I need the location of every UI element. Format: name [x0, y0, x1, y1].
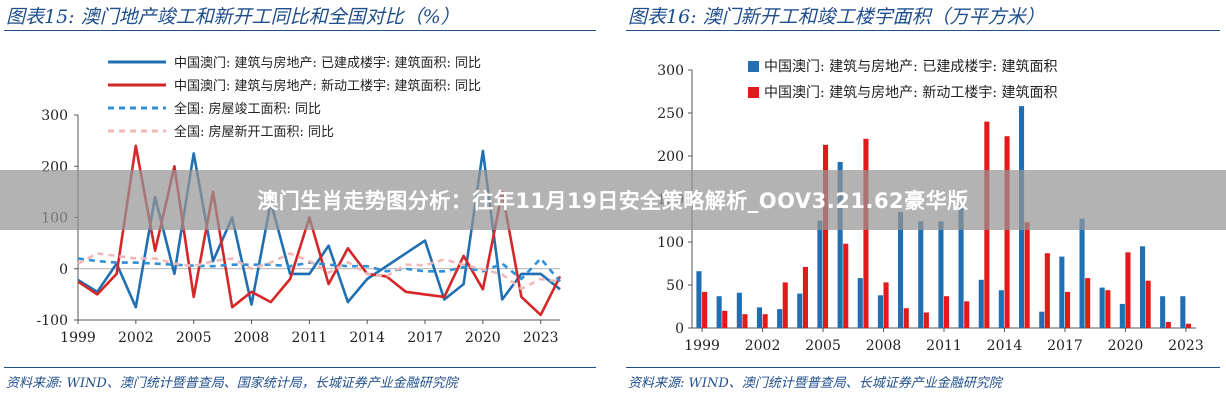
bar	[1044, 253, 1050, 328]
series-line	[77, 144, 562, 317]
bar	[1099, 287, 1105, 328]
bar	[1160, 296, 1166, 328]
bar	[1165, 322, 1171, 328]
series-line	[77, 252, 561, 291]
bar	[777, 309, 783, 328]
overlay-title: 澳门生肖走势图分析：往年11月19日安全策略解析_OOV3.21.62豪华版	[257, 189, 969, 213]
bar	[762, 314, 768, 328]
legend-label: 中国澳门: 建筑与房地产: 新动工楼宇: 建筑面积	[764, 85, 1058, 101]
bar	[802, 266, 808, 328]
x-tick-label: 1999	[60, 330, 96, 346]
bar	[903, 308, 909, 328]
bar	[1024, 222, 1030, 328]
bar	[978, 279, 984, 328]
chart-16-source: 资料来源: WIND、澳门统计暨普查局、长城证券产业金融研究院	[628, 376, 1002, 391]
bar	[1125, 252, 1131, 328]
bar	[857, 278, 863, 328]
legend-label: 全国: 房屋竣工面积: 同比	[174, 101, 321, 117]
bar	[1059, 256, 1065, 328]
bar	[1185, 323, 1191, 328]
chart-15-title: 图表15: 澳门地产竣工和新开工同比和全国对比（%）	[6, 6, 460, 28]
bar	[898, 211, 904, 328]
bar	[1145, 280, 1151, 328]
bar	[964, 301, 970, 328]
x-tick-label: 2020	[465, 330, 501, 346]
x-tick-label: 2014	[349, 330, 385, 346]
overlay-banner: 澳门生肖走势图分析：往年11月19日安全策略解析_OOV3.21.62豪华版	[0, 170, 1226, 230]
x-tick-label: 2002	[118, 330, 154, 346]
y-tick-label: 50	[666, 278, 684, 294]
x-tick-label: 2011	[292, 330, 328, 346]
x-tick-label: 2002	[745, 338, 781, 354]
bar	[1105, 290, 1111, 328]
y-tick-label: 0	[675, 321, 684, 337]
bar	[1085, 278, 1091, 328]
series-line	[77, 257, 561, 283]
bar	[817, 220, 823, 328]
bar	[918, 221, 924, 328]
bar	[1119, 303, 1125, 328]
bar	[1065, 291, 1071, 328]
chart-15-source: 资料来源: WIND、澳门统计暨普查局、国家统计局，长城证券产业金融研究院	[6, 376, 458, 391]
bar	[756, 307, 762, 328]
legend-swatch	[748, 61, 759, 72]
legend-label: 中国澳门: 建筑与房地产: 已建成楼宇: 建筑面积: 同比	[174, 55, 481, 71]
bar	[702, 291, 708, 328]
legend-swatch	[748, 87, 759, 98]
bar	[837, 162, 843, 328]
y-tick-label: 100	[657, 235, 684, 251]
x-tick-label: 2005	[176, 330, 212, 346]
bar	[877, 295, 883, 328]
bar	[696, 271, 702, 328]
bar	[782, 282, 788, 328]
chart-15-title-rule	[4, 30, 596, 31]
legend-label: 中国澳门: 建筑与房地产: 新动工楼宇: 建筑面积: 同比	[174, 78, 481, 94]
x-tick-label: 2020	[1108, 338, 1144, 354]
x-tick-label: 2023	[523, 330, 559, 346]
bar	[923, 312, 929, 328]
bar	[1180, 296, 1186, 328]
y-tick-label: -100	[37, 313, 68, 329]
legend-label: 中国澳门: 建筑与房地产: 已建成楼宇: 建筑面积	[764, 59, 1058, 75]
x-tick-label: 2011	[926, 338, 962, 354]
chart-15-source-rule	[4, 367, 596, 368]
y-tick-label: 200	[657, 149, 684, 165]
chart-16-title: 图表16: 澳门新开工和竣工楼宇面积（万平方米）	[628, 6, 1045, 28]
y-tick-label: 300	[657, 63, 684, 79]
x-tick-label: 2005	[805, 338, 841, 354]
chart-16-source-rule	[626, 367, 1220, 368]
x-tick-label: 2017	[407, 330, 443, 346]
bar	[1140, 246, 1146, 328]
x-tick-label: 2014	[987, 338, 1023, 354]
bar	[823, 144, 829, 328]
bar	[883, 282, 889, 328]
bar	[797, 293, 803, 328]
bar	[742, 314, 748, 328]
y-tick-label: 0	[59, 262, 68, 278]
bar	[863, 138, 869, 328]
bar	[716, 296, 722, 328]
x-tick-label: 1999	[684, 338, 720, 354]
bar	[944, 296, 950, 328]
bar	[998, 290, 1004, 328]
y-tick-label: 250	[657, 106, 684, 122]
y-tick-label: 300	[41, 108, 68, 124]
bar	[1039, 311, 1045, 328]
bar	[843, 243, 849, 328]
bar	[938, 221, 944, 328]
bar	[1004, 136, 1010, 328]
bar	[736, 292, 742, 328]
x-tick-label: 2008	[234, 330, 270, 346]
bar	[722, 310, 728, 328]
x-tick-label: 2017	[1047, 338, 1083, 354]
bar	[958, 205, 964, 328]
x-tick-label: 2008	[866, 338, 902, 354]
bar	[1079, 218, 1085, 328]
chart-16-title-rule	[626, 30, 1220, 31]
x-tick-label: 2023	[1168, 338, 1204, 354]
legend-label: 全国: 房屋新开工面积: 同比	[174, 124, 334, 140]
